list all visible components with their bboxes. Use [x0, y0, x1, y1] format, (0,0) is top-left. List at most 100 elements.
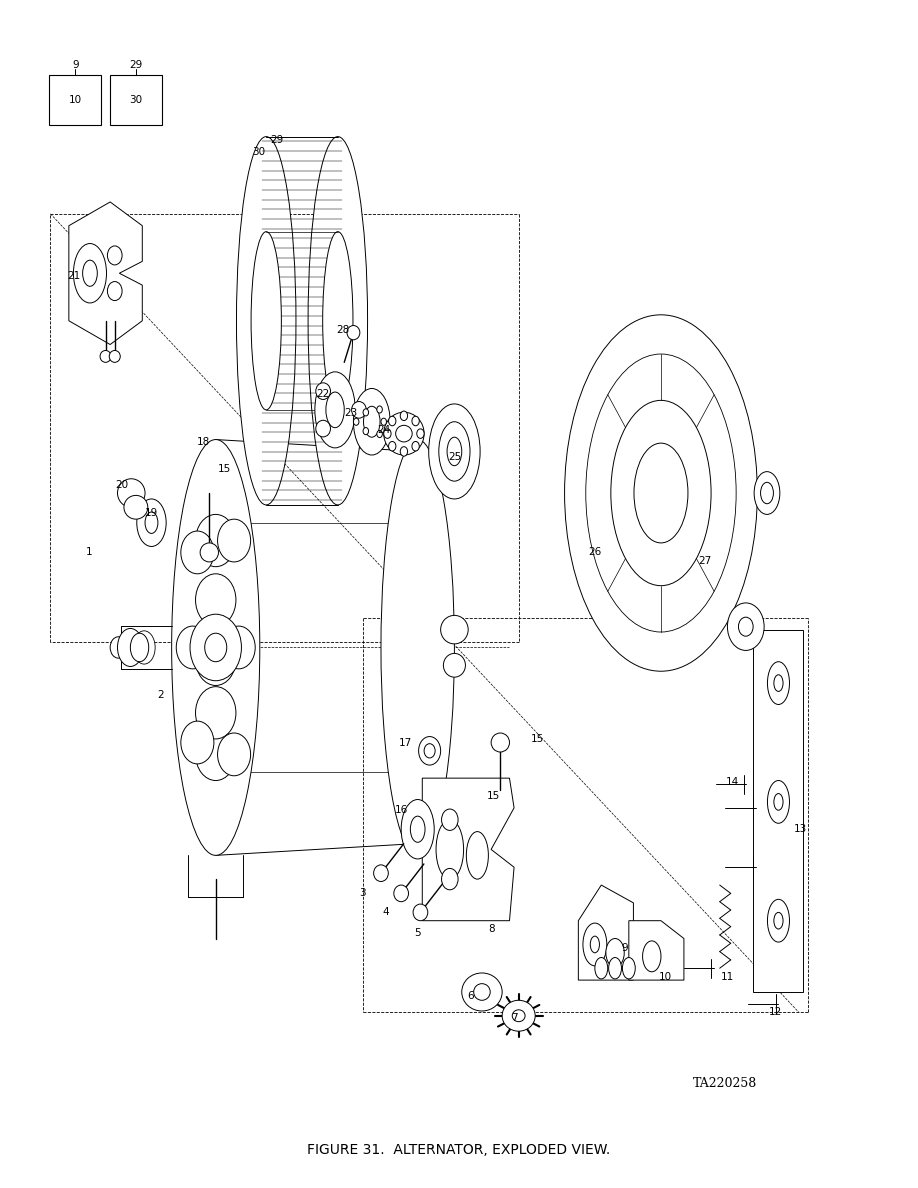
Text: 9: 9: [72, 61, 79, 70]
Text: 17: 17: [399, 738, 412, 747]
Ellipse shape: [316, 421, 330, 437]
Text: 29: 29: [129, 61, 142, 70]
Ellipse shape: [107, 282, 122, 301]
Text: 22: 22: [317, 390, 330, 399]
Ellipse shape: [436, 820, 464, 879]
Ellipse shape: [727, 604, 764, 651]
Ellipse shape: [347, 326, 360, 340]
Ellipse shape: [181, 531, 214, 574]
Bar: [110, 75, 162, 125]
Ellipse shape: [252, 232, 281, 410]
Text: 24: 24: [377, 425, 390, 435]
Ellipse shape: [738, 618, 753, 637]
Ellipse shape: [442, 809, 458, 830]
Ellipse shape: [137, 499, 166, 546]
Ellipse shape: [401, 800, 434, 859]
Text: 20: 20: [116, 480, 129, 489]
Ellipse shape: [200, 543, 218, 562]
Text: 14: 14: [726, 777, 739, 786]
Ellipse shape: [586, 354, 736, 632]
Ellipse shape: [190, 614, 241, 681]
Bar: [50, 75, 101, 125]
Ellipse shape: [622, 958, 635, 979]
Polygon shape: [69, 202, 142, 345]
Ellipse shape: [767, 899, 789, 942]
Ellipse shape: [491, 733, 509, 752]
Text: 27: 27: [699, 556, 711, 565]
Ellipse shape: [388, 442, 396, 451]
Ellipse shape: [352, 402, 366, 418]
Text: 25: 25: [448, 453, 461, 462]
Text: 21: 21: [67, 271, 80, 280]
Ellipse shape: [384, 429, 391, 438]
Text: 6: 6: [467, 991, 475, 1000]
Ellipse shape: [172, 440, 260, 855]
Ellipse shape: [205, 633, 227, 662]
Ellipse shape: [400, 447, 408, 456]
Ellipse shape: [774, 675, 783, 691]
Text: TA220258: TA220258: [693, 1078, 757, 1089]
Ellipse shape: [767, 781, 789, 823]
Ellipse shape: [774, 794, 783, 810]
Ellipse shape: [412, 416, 420, 425]
Ellipse shape: [315, 372, 355, 448]
Ellipse shape: [474, 984, 490, 1000]
Text: FIGURE 31.  ALTERNATOR, EXPLODED VIEW.: FIGURE 31. ALTERNATOR, EXPLODED VIEW.: [308, 1143, 610, 1157]
Ellipse shape: [583, 923, 607, 966]
Ellipse shape: [118, 479, 145, 507]
Ellipse shape: [326, 392, 344, 428]
Ellipse shape: [595, 958, 608, 979]
Ellipse shape: [400, 411, 408, 421]
Ellipse shape: [424, 744, 435, 758]
Ellipse shape: [466, 832, 488, 879]
Ellipse shape: [774, 912, 783, 929]
Ellipse shape: [755, 472, 779, 514]
Ellipse shape: [196, 728, 236, 781]
Text: 28: 28: [336, 326, 349, 335]
Ellipse shape: [419, 737, 441, 765]
Ellipse shape: [237, 137, 296, 505]
Ellipse shape: [118, 628, 143, 666]
Ellipse shape: [417, 429, 424, 438]
Ellipse shape: [429, 404, 480, 499]
Text: 10: 10: [659, 972, 672, 981]
Ellipse shape: [130, 633, 149, 662]
Text: 30: 30: [129, 95, 142, 105]
Ellipse shape: [181, 721, 214, 764]
Ellipse shape: [394, 885, 409, 902]
Ellipse shape: [388, 416, 396, 425]
Ellipse shape: [396, 425, 412, 442]
Text: 26: 26: [588, 548, 601, 557]
Ellipse shape: [83, 260, 97, 286]
Ellipse shape: [353, 418, 359, 425]
Polygon shape: [422, 778, 514, 921]
Ellipse shape: [412, 442, 420, 451]
Text: 1: 1: [85, 548, 93, 557]
Ellipse shape: [323, 232, 353, 410]
Text: 13: 13: [794, 824, 807, 834]
Ellipse shape: [590, 936, 599, 953]
Ellipse shape: [73, 244, 106, 303]
Ellipse shape: [447, 437, 462, 466]
Text: 16: 16: [395, 805, 408, 815]
Ellipse shape: [218, 519, 251, 562]
Ellipse shape: [410, 816, 425, 842]
Ellipse shape: [502, 1000, 535, 1031]
Ellipse shape: [767, 662, 789, 704]
Text: 2: 2: [157, 690, 164, 700]
Ellipse shape: [176, 626, 209, 669]
Ellipse shape: [145, 512, 158, 533]
Text: 19: 19: [145, 508, 158, 518]
Ellipse shape: [109, 350, 120, 362]
Polygon shape: [578, 885, 633, 980]
Ellipse shape: [643, 941, 661, 972]
Ellipse shape: [381, 418, 386, 425]
Ellipse shape: [442, 868, 458, 890]
Ellipse shape: [606, 939, 624, 967]
Ellipse shape: [364, 409, 369, 416]
Ellipse shape: [376, 406, 383, 413]
Text: 23: 23: [344, 409, 357, 418]
Ellipse shape: [609, 958, 621, 979]
Ellipse shape: [439, 422, 470, 481]
Ellipse shape: [222, 626, 255, 669]
